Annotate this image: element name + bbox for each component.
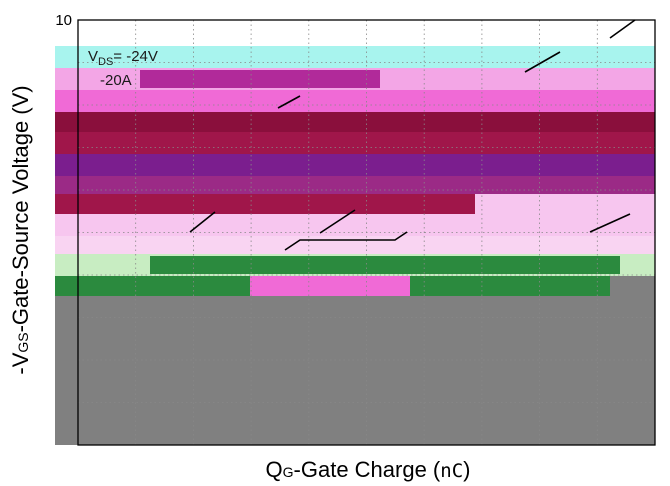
artifact-band	[55, 176, 655, 194]
gate-charge-curve-segment	[609, 19, 636, 39]
y-axis-title: -VGS-Gate-Source Voltage (V)	[8, 85, 33, 374]
curve-layer	[189, 19, 636, 251]
artifact-band	[55, 236, 655, 254]
image-artifact-layer	[55, 46, 655, 445]
artifact-band	[55, 90, 655, 112]
artifact-band	[475, 194, 655, 214]
artifact-band	[610, 276, 655, 296]
artifact-band	[140, 70, 380, 88]
gate-charge-curve-segment	[189, 211, 216, 233]
artifact-band	[150, 256, 620, 274]
gate-charge-curve-segment	[277, 95, 301, 109]
artifact-gray-block	[55, 296, 655, 445]
id-annotation: -20A	[100, 72, 132, 89]
vds-annotation: VDS= -24V	[88, 48, 158, 68]
gate-charge-curve-segment	[284, 231, 408, 251]
artifact-band	[55, 154, 655, 176]
gate-charge-curve-segment	[319, 209, 356, 234]
y-tick-labels: 10	[55, 12, 72, 29]
grid-layer	[78, 20, 655, 445]
artifact-band	[55, 194, 475, 214]
gate-charge-curve-segment	[589, 213, 631, 233]
artifact-band	[55, 132, 655, 154]
artifact-band	[55, 112, 655, 132]
plot-frame	[77, 19, 656, 446]
gate-charge-curve-segment	[524, 51, 561, 73]
x-axis-title: QG-Gate Charge (nC)	[266, 457, 471, 482]
y-tick-label: 10	[55, 12, 72, 29]
artifact-band	[250, 276, 410, 296]
